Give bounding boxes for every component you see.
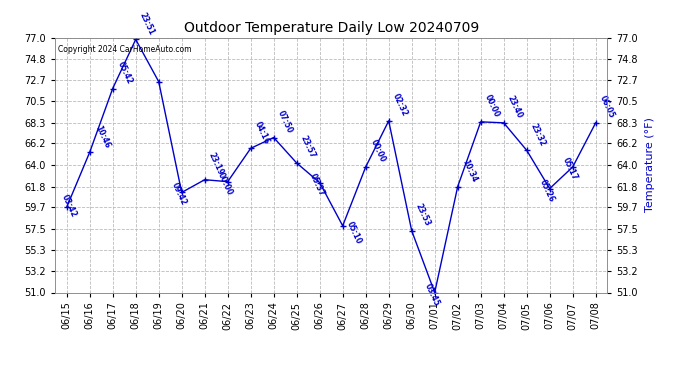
Text: 23:40: 23:40 bbox=[506, 94, 524, 120]
Text: 07:50: 07:50 bbox=[276, 109, 295, 135]
Text: 23:53: 23:53 bbox=[414, 202, 433, 228]
Text: 23:19: 23:19 bbox=[207, 151, 226, 177]
Text: 00:00: 00:00 bbox=[369, 138, 388, 164]
Text: 23:51: 23:51 bbox=[138, 11, 157, 36]
Text: 10:46: 10:46 bbox=[93, 124, 112, 149]
Text: 03:45: 03:45 bbox=[423, 282, 442, 307]
Text: 23:57: 23:57 bbox=[299, 134, 317, 160]
Text: 04:16: 04:16 bbox=[253, 120, 271, 146]
Text: 00:00: 00:00 bbox=[483, 93, 502, 119]
Title: Outdoor Temperature Daily Low 20240709: Outdoor Temperature Daily Low 20240709 bbox=[184, 21, 479, 35]
Text: 05:26: 05:26 bbox=[538, 178, 557, 203]
Text: 02:32: 02:32 bbox=[391, 92, 409, 118]
Text: 23:32: 23:32 bbox=[529, 122, 547, 147]
Text: Copyright 2024 CarHomeAuto.com: Copyright 2024 CarHomeAuto.com bbox=[58, 45, 191, 54]
Text: 05:17: 05:17 bbox=[561, 156, 580, 182]
Text: 05:10: 05:10 bbox=[345, 220, 364, 245]
Text: 00:00: 00:00 bbox=[216, 171, 235, 196]
Text: 05:37: 05:37 bbox=[308, 172, 326, 197]
Text: 06:05: 06:05 bbox=[598, 94, 616, 120]
Text: 03:42: 03:42 bbox=[60, 193, 78, 219]
Text: 09:42: 09:42 bbox=[170, 182, 188, 207]
Y-axis label: Temperature (°F): Temperature (°F) bbox=[645, 118, 655, 212]
Text: 10:34: 10:34 bbox=[460, 158, 478, 184]
Text: 05:42: 05:42 bbox=[116, 60, 135, 86]
